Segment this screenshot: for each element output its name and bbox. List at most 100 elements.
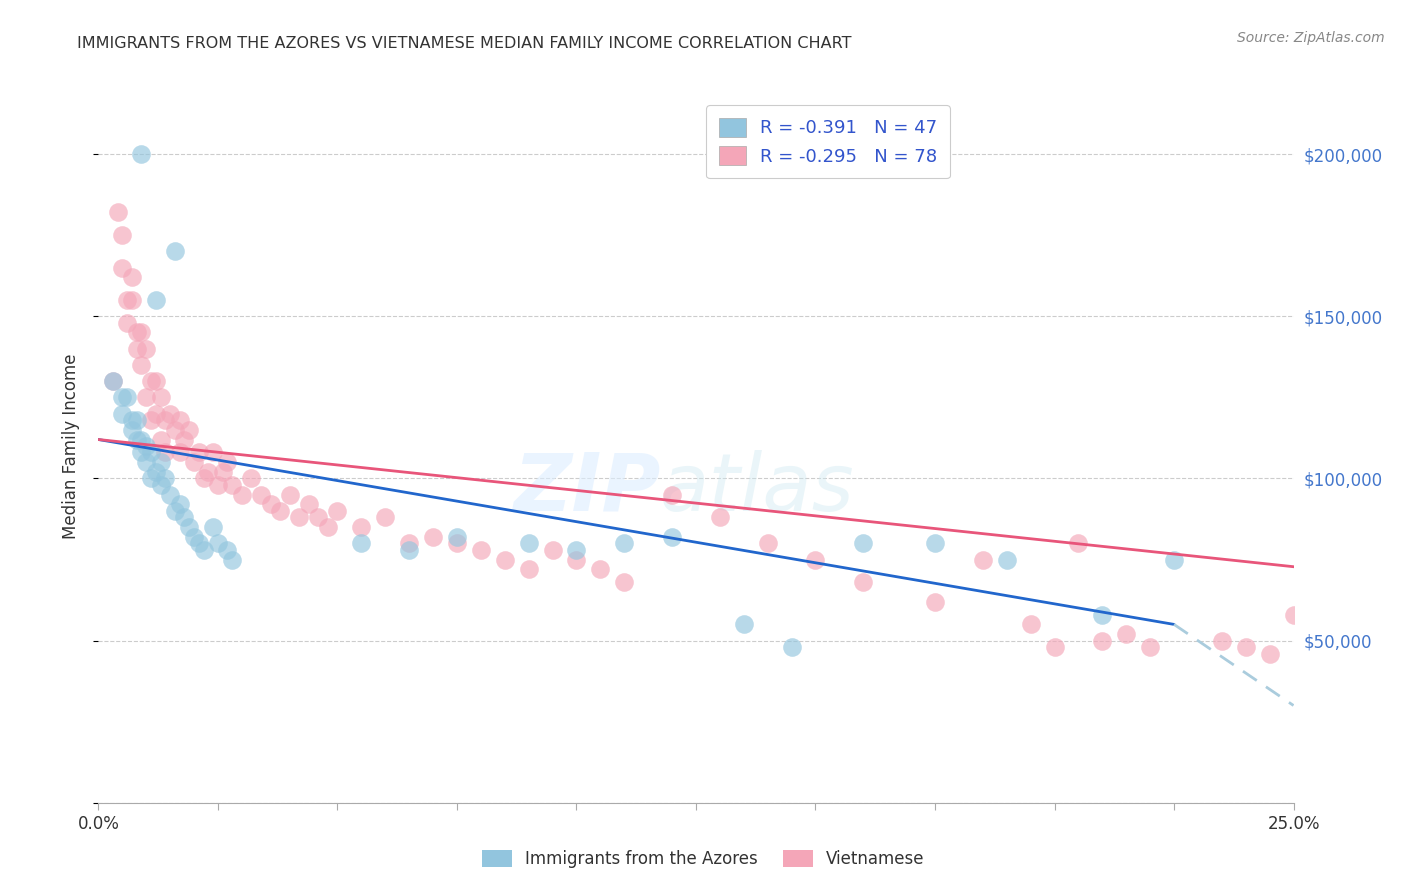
- Point: [115, 293, 138, 307]
- Point: [169, 497, 191, 511]
- Point: [350, 520, 373, 534]
- Point: [163, 244, 186, 259]
- Point: [240, 471, 263, 485]
- Point: [125, 342, 148, 356]
- Point: [1306, 659, 1329, 673]
- Point: [131, 358, 153, 372]
- Point: [131, 433, 153, 447]
- Point: [131, 147, 153, 161]
- Point: [924, 536, 946, 550]
- Point: [589, 562, 612, 576]
- Point: [115, 390, 138, 404]
- Point: [107, 205, 129, 219]
- Point: [1163, 552, 1185, 566]
- Point: [193, 542, 215, 557]
- Point: [125, 413, 148, 427]
- Point: [852, 536, 875, 550]
- Text: IMMIGRANTS FROM THE AZORES VS VIETNAMESE MEDIAN FAMILY INCOME CORRELATION CHART: IMMIGRANTS FROM THE AZORES VS VIETNAMESE…: [77, 36, 852, 51]
- Point: [1043, 640, 1066, 654]
- Point: [259, 497, 281, 511]
- Point: [111, 228, 134, 243]
- Point: [131, 445, 153, 459]
- Point: [298, 497, 321, 511]
- Point: [517, 562, 540, 576]
- Point: [1091, 633, 1114, 648]
- Legend: Immigrants from the Azores, Vietnamese: Immigrants from the Azores, Vietnamese: [475, 843, 931, 875]
- Point: [135, 342, 157, 356]
- Point: [756, 536, 779, 550]
- Point: [179, 423, 201, 437]
- Point: [125, 326, 148, 340]
- Point: [1282, 607, 1305, 622]
- Text: Source: ZipAtlas.com: Source: ZipAtlas.com: [1237, 31, 1385, 45]
- Point: [494, 552, 516, 566]
- Y-axis label: Median Family Income: Median Family Income: [62, 353, 80, 539]
- Point: [135, 390, 157, 404]
- Point: [149, 433, 172, 447]
- Point: [1115, 627, 1137, 641]
- Point: [1019, 617, 1042, 632]
- Point: [145, 465, 167, 479]
- Point: [101, 374, 124, 388]
- Point: [121, 413, 143, 427]
- Point: [111, 407, 134, 421]
- Point: [446, 536, 468, 550]
- Point: [517, 536, 540, 550]
- Point: [733, 617, 755, 632]
- Point: [101, 374, 124, 388]
- Point: [565, 542, 588, 557]
- Point: [121, 293, 143, 307]
- Point: [250, 488, 273, 502]
- Point: [661, 488, 683, 502]
- Point: [565, 552, 588, 566]
- Point: [155, 413, 177, 427]
- Point: [661, 530, 683, 544]
- Point: [211, 465, 233, 479]
- Point: [197, 465, 219, 479]
- Legend: R = -0.391   N = 47, R = -0.295   N = 78: R = -0.391 N = 47, R = -0.295 N = 78: [706, 105, 950, 178]
- Point: [169, 413, 191, 427]
- Point: [145, 374, 167, 388]
- Point: [139, 445, 162, 459]
- Point: [169, 445, 191, 459]
- Point: [288, 510, 311, 524]
- Point: [183, 530, 205, 544]
- Point: [187, 536, 209, 550]
- Text: ZIP: ZIP: [513, 450, 661, 528]
- Point: [709, 510, 731, 524]
- Point: [111, 390, 134, 404]
- Point: [139, 471, 162, 485]
- Point: [217, 542, 239, 557]
- Point: [121, 423, 143, 437]
- Point: [995, 552, 1018, 566]
- Point: [207, 478, 229, 492]
- Point: [173, 510, 195, 524]
- Text: atlas: atlas: [661, 450, 855, 528]
- Point: [183, 455, 205, 469]
- Point: [470, 542, 492, 557]
- Point: [972, 552, 994, 566]
- Point: [193, 471, 215, 485]
- Point: [326, 504, 349, 518]
- Point: [121, 270, 143, 285]
- Point: [613, 536, 636, 550]
- Point: [446, 530, 468, 544]
- Point: [316, 520, 339, 534]
- Point: [155, 471, 177, 485]
- Point: [852, 575, 875, 590]
- Point: [202, 520, 225, 534]
- Point: [145, 407, 167, 421]
- Point: [163, 423, 186, 437]
- Point: [221, 552, 243, 566]
- Point: [217, 455, 239, 469]
- Point: [422, 530, 444, 544]
- Point: [613, 575, 636, 590]
- Point: [207, 536, 229, 550]
- Point: [278, 488, 301, 502]
- Point: [163, 504, 186, 518]
- Point: [1091, 607, 1114, 622]
- Point: [202, 445, 225, 459]
- Point: [1139, 640, 1161, 654]
- Point: [159, 488, 181, 502]
- Point: [307, 510, 329, 524]
